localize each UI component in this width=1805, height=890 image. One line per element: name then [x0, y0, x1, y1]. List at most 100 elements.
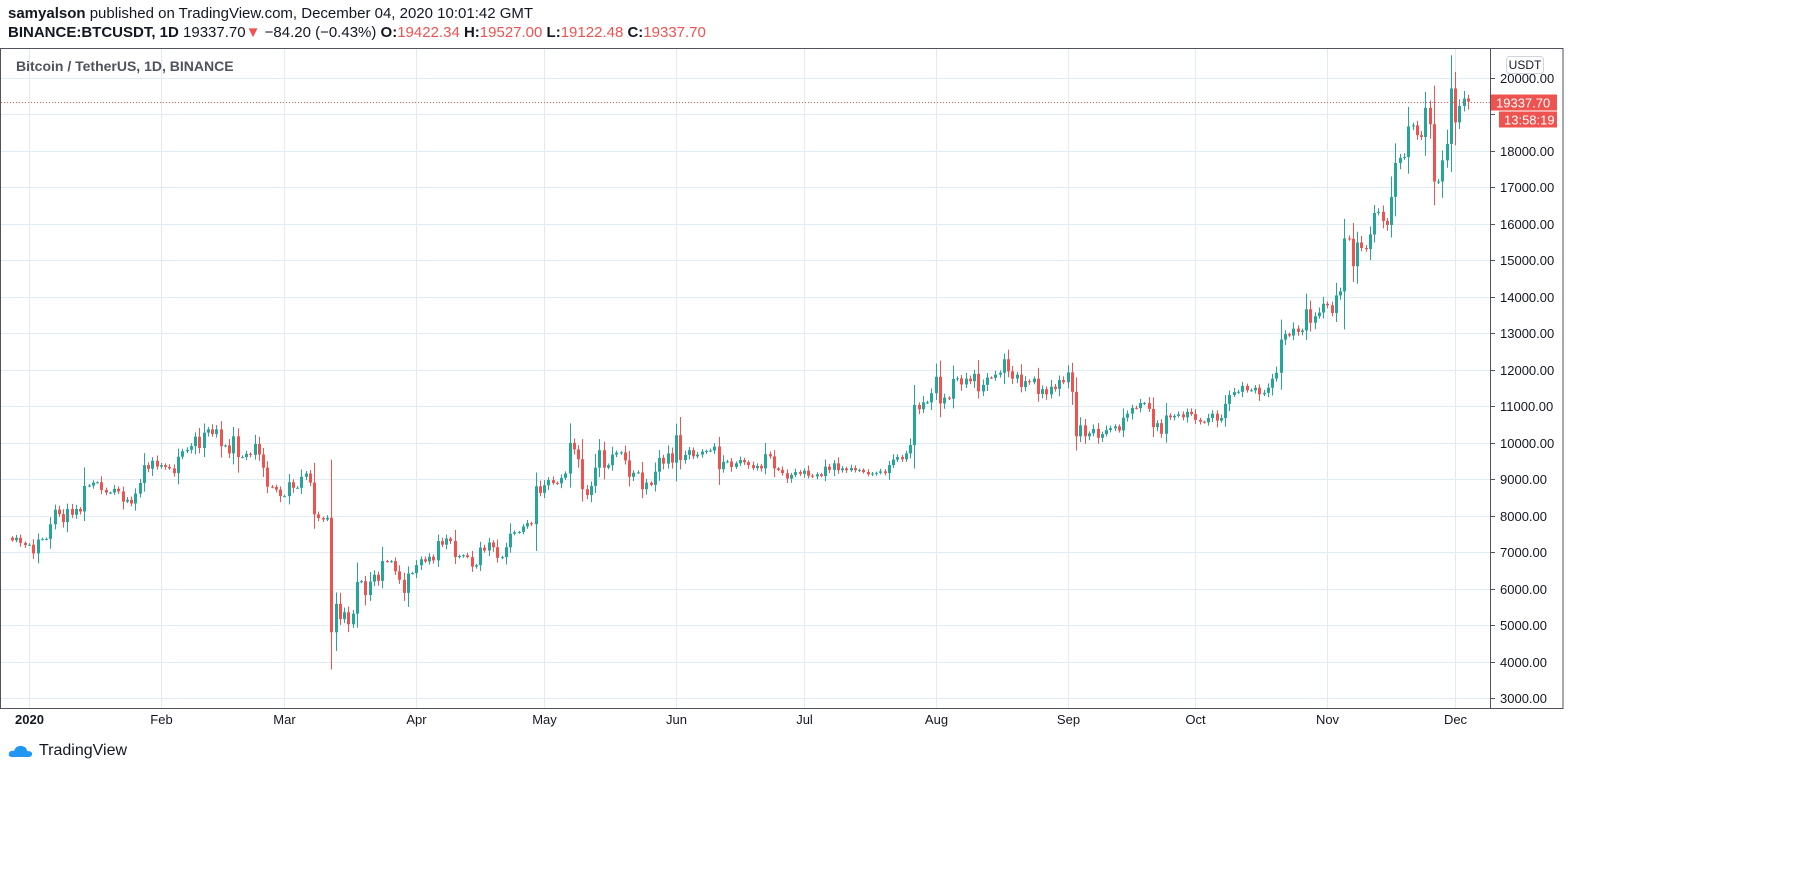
- candle: [462, 554, 465, 558]
- candle: [1377, 208, 1380, 216]
- candle-body: [1416, 125, 1419, 136]
- candle: [275, 484, 278, 493]
- low-value: 19122.48: [560, 24, 624, 41]
- candle-body: [19, 537, 22, 543]
- candle: [901, 455, 904, 463]
- candle: [1233, 388, 1236, 398]
- candle-body: [181, 451, 184, 457]
- candle-body: [62, 514, 65, 523]
- candle: [1211, 410, 1214, 423]
- candle: [83, 467, 86, 522]
- candle-body: [935, 376, 938, 394]
- candle: [54, 504, 57, 530]
- candle: [1420, 131, 1423, 141]
- candle: [390, 560, 393, 563]
- candle: [675, 423, 678, 482]
- candle-body: [1322, 303, 1325, 313]
- candle-body: [675, 435, 678, 463]
- candle: [556, 481, 559, 485]
- y-tick-label: 20000.00: [1500, 71, 1554, 86]
- candle-body: [1092, 428, 1095, 434]
- candle: [956, 376, 959, 382]
- candle: [1020, 364, 1023, 393]
- candle: [1365, 244, 1368, 252]
- candle-body: [786, 473, 789, 479]
- candle-body: [833, 463, 836, 470]
- candle: [403, 572, 406, 601]
- candle: [1237, 389, 1240, 394]
- candle: [1160, 419, 1163, 438]
- candle: [1382, 205, 1385, 229]
- candle-body: [1467, 98, 1470, 102]
- candle: [986, 373, 989, 392]
- candle: [1114, 424, 1117, 432]
- candle-body: [1143, 403, 1146, 405]
- candle: [1446, 129, 1449, 168]
- candle: [590, 481, 593, 503]
- candle: [1429, 100, 1432, 139]
- candle: [117, 486, 120, 494]
- candle: [777, 467, 780, 472]
- candle-body: [837, 463, 840, 471]
- candle: [326, 515, 329, 522]
- tradingview-logo[interactable]: TradingView: [8, 742, 127, 760]
- candle-body: [45, 538, 48, 540]
- candle-body: [139, 483, 142, 494]
- candle: [339, 592, 342, 625]
- candle-body: [535, 486, 538, 525]
- candle: [909, 438, 912, 459]
- candle: [1297, 325, 1300, 336]
- candle: [586, 485, 589, 500]
- candle-body: [420, 559, 423, 566]
- candlestick-chart[interactable]: 3000.00 4000.00 5000.00 6000.00 7000.00 8000.…: [0, 0, 1805, 740]
- candle-body: [232, 436, 235, 454]
- candle: [564, 471, 567, 481]
- candle-body: [343, 612, 346, 620]
- candle: [1122, 408, 1125, 438]
- candle-body: [377, 574, 380, 581]
- candle-body: [760, 465, 763, 469]
- chart-frame: [0, 48, 1564, 709]
- author[interactable]: samyalson: [8, 5, 86, 22]
- candle-body: [1301, 330, 1304, 332]
- candle-body: [879, 471, 882, 473]
- candle-body: [390, 561, 393, 563]
- candle: [24, 541, 27, 548]
- candle-body: [1446, 143, 1449, 161]
- candle: [1416, 120, 1419, 140]
- candle-body: [479, 547, 482, 566]
- candle: [1105, 425, 1108, 437]
- candle: [1258, 384, 1261, 401]
- candle: [45, 537, 48, 541]
- candles: [11, 55, 1470, 670]
- candle: [1228, 390, 1231, 412]
- candle: [398, 565, 401, 585]
- candle: [441, 537, 444, 548]
- candle-body: [747, 462, 750, 466]
- candle: [407, 566, 410, 607]
- candle-body: [892, 459, 895, 466]
- candle-body: [735, 463, 738, 467]
- candle: [781, 466, 784, 476]
- candle: [266, 461, 269, 494]
- candle: [730, 458, 733, 472]
- candle-body: [875, 472, 878, 474]
- candle-body: [1280, 339, 1283, 373]
- candle-body: [398, 571, 401, 580]
- candle-body: [956, 378, 959, 380]
- candle-body: [637, 472, 640, 474]
- candle-body: [1067, 372, 1070, 383]
- candle-body: [1288, 334, 1291, 336]
- candle: [632, 470, 635, 481]
- candle: [475, 563, 478, 569]
- candle: [1003, 353, 1006, 385]
- candle-body: [552, 480, 555, 484]
- candle: [1194, 409, 1197, 424]
- candle-body: [952, 378, 955, 399]
- candle-body: [1148, 403, 1151, 409]
- x-tick-label: May: [532, 712, 557, 727]
- candle-body: [292, 482, 295, 488]
- candle-body: [1424, 107, 1427, 137]
- candle-body: [684, 454, 687, 461]
- candle-body: [241, 457, 244, 459]
